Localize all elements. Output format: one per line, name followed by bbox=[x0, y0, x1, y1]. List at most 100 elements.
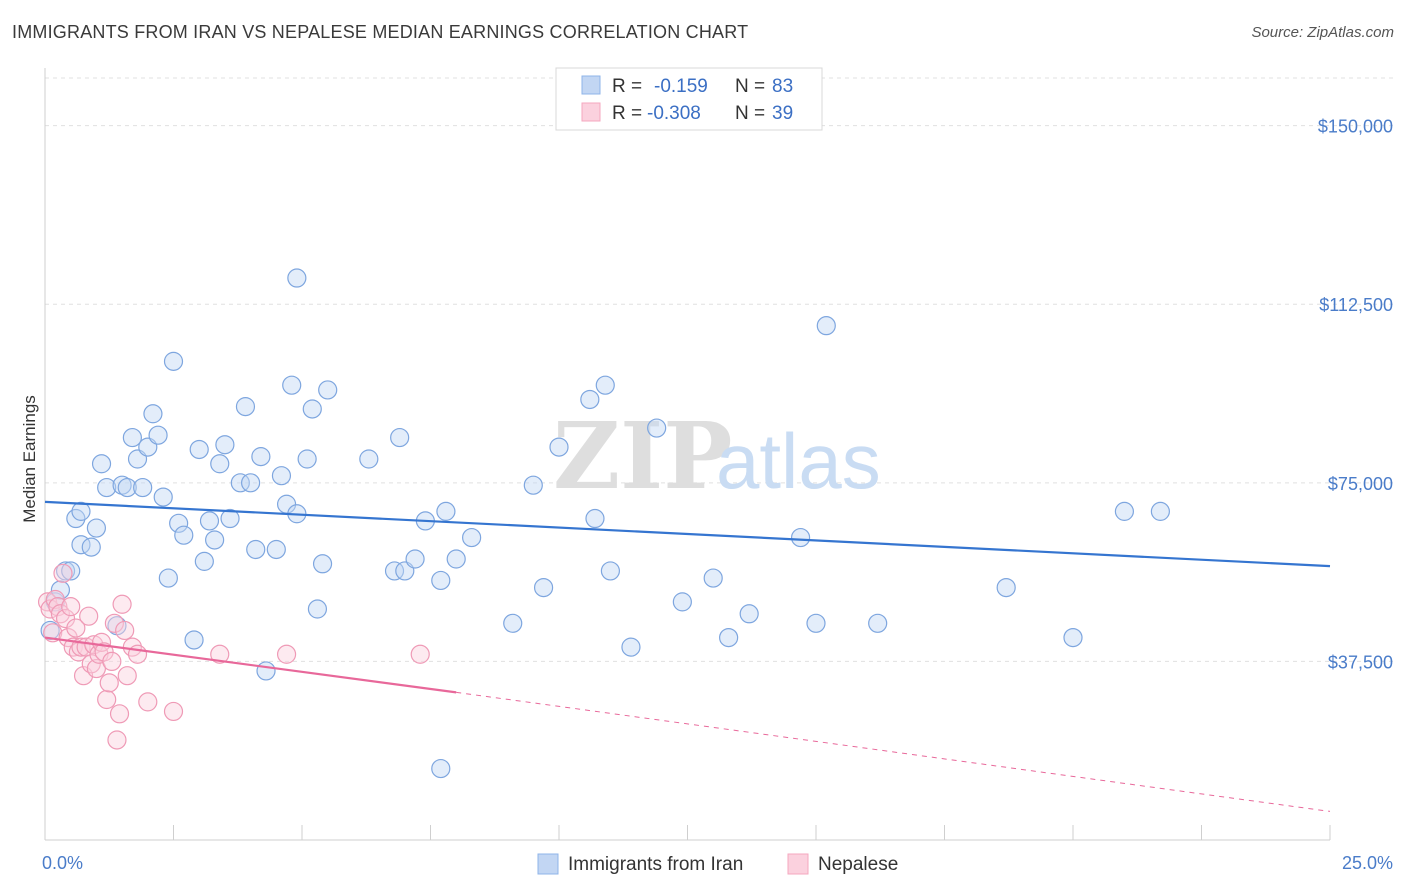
nepalese-point-23 bbox=[97, 689, 117, 710]
iran-point-15 bbox=[122, 427, 142, 448]
iran-point-71 bbox=[703, 568, 723, 588]
y-tick-label-0: $37,500 bbox=[1328, 652, 1393, 672]
iran-point-61 bbox=[523, 475, 543, 495]
nepalese-point-22 bbox=[94, 642, 114, 662]
iran-point-81 bbox=[1150, 501, 1170, 521]
bottom-legend-nepalese: Nepalese bbox=[818, 854, 898, 875]
iran-point-69 bbox=[647, 418, 667, 438]
iran-point-19 bbox=[143, 404, 163, 424]
x-tick-label-1: 25.0% bbox=[1342, 853, 1393, 873]
iran-point-26 bbox=[184, 630, 204, 650]
watermark: ZIP atlas bbox=[553, 402, 881, 510]
iran-point-34 bbox=[230, 473, 250, 493]
iran-point-58 bbox=[446, 549, 466, 569]
iran-point-76 bbox=[816, 316, 836, 336]
iran-point-52 bbox=[390, 427, 410, 448]
nepalese-point-7 bbox=[55, 608, 76, 629]
nepalese-point-33 bbox=[127, 644, 148, 664]
legend-r-label-1: R = bbox=[612, 76, 642, 97]
iran-point-68 bbox=[621, 637, 641, 657]
nepalese-point-6 bbox=[53, 563, 73, 583]
legend-swatch-iran bbox=[581, 75, 601, 95]
legend-box: R = -0.159 N = 83 R = -0.308 N = 39 bbox=[555, 67, 823, 131]
nepalese-point-36 bbox=[210, 644, 230, 664]
bottom-legend-iran: Immigrants from Iran bbox=[568, 854, 743, 875]
iran-point-11 bbox=[97, 477, 117, 498]
iran-point-14 bbox=[117, 477, 137, 498]
nepalese-point-0 bbox=[37, 592, 58, 612]
iran-point-80 bbox=[1114, 501, 1135, 521]
iran-point-83 bbox=[431, 758, 451, 779]
iran-point-33 bbox=[220, 508, 240, 529]
iran-point-27 bbox=[189, 439, 209, 460]
iran-point-66 bbox=[595, 375, 615, 395]
trend-line-nepalese-extension bbox=[456, 691, 1331, 812]
iran-point-32 bbox=[215, 435, 235, 455]
iran-point-74 bbox=[790, 527, 811, 548]
nepalese-point-27 bbox=[107, 730, 127, 750]
iran-point-21 bbox=[153, 487, 173, 507]
y-axis-label: Median Earnings bbox=[20, 395, 39, 523]
iran-point-29 bbox=[199, 511, 220, 531]
iran-point-25 bbox=[174, 525, 194, 545]
y-tick-label-2: $112,500 bbox=[1319, 295, 1393, 315]
iran-point-41 bbox=[271, 466, 292, 486]
nepalese-point-3 bbox=[45, 589, 65, 610]
nepalese-point-24 bbox=[99, 673, 119, 693]
iran-point-37 bbox=[246, 539, 266, 560]
iran-point-62 bbox=[533, 577, 554, 598]
iran-point-22 bbox=[158, 568, 178, 588]
iran-point-79 bbox=[1063, 627, 1083, 648]
iran-point-2 bbox=[50, 580, 71, 600]
iran-point-38 bbox=[251, 447, 271, 467]
nepalese-point-34 bbox=[138, 692, 158, 712]
bottom-legend-swatch-nepalese bbox=[787, 853, 809, 875]
nepalese-point-35 bbox=[163, 701, 184, 722]
bottom-legend-swatch-iran bbox=[537, 853, 559, 875]
iran-point-63 bbox=[549, 437, 569, 457]
nepalese-point-11 bbox=[66, 618, 86, 638]
iran-point-36 bbox=[241, 473, 261, 493]
iran-point-10 bbox=[91, 454, 112, 474]
iran-point-77 bbox=[868, 613, 888, 633]
nepalese-point-16 bbox=[79, 606, 99, 626]
iran-point-35 bbox=[235, 397, 256, 417]
iran-point-50 bbox=[359, 449, 379, 469]
iran-point-39 bbox=[256, 661, 276, 681]
y-tick-label-1: $75,000 bbox=[1328, 474, 1393, 494]
iran-point-49 bbox=[318, 380, 338, 400]
source-label: Source: ZipAtlas.com bbox=[1251, 24, 1394, 41]
nepalese-point-38 bbox=[410, 644, 430, 664]
iran-point-30 bbox=[205, 530, 225, 550]
iran-point-9 bbox=[86, 518, 107, 538]
iran-point-0 bbox=[40, 620, 60, 641]
iran-point-72 bbox=[719, 627, 739, 648]
series-iran-points bbox=[40, 268, 1170, 779]
iran-point-59 bbox=[462, 527, 482, 548]
iran-point-48 bbox=[312, 554, 333, 574]
iran-point-64 bbox=[580, 389, 600, 410]
iran-point-4 bbox=[61, 561, 81, 581]
legend-r-value-2: -0.308 bbox=[647, 103, 701, 124]
iran-point-8 bbox=[81, 537, 101, 557]
nepalese-point-26 bbox=[104, 613, 124, 633]
iran-point-20 bbox=[148, 425, 168, 445]
iran-point-78 bbox=[996, 577, 1016, 598]
iran-point-17 bbox=[133, 477, 153, 498]
legend-n-label-2: N = bbox=[735, 103, 765, 124]
x-tick-labels: 0.0% 25.0% bbox=[42, 853, 1393, 873]
iran-point-45 bbox=[297, 449, 317, 469]
trend-line-iran bbox=[44, 500, 1331, 568]
trend-lines bbox=[44, 500, 1331, 812]
iran-point-13 bbox=[112, 475, 132, 495]
iran-point-82 bbox=[287, 268, 307, 288]
iran-point-28 bbox=[194, 551, 214, 571]
x-tick-label-0: 0.0% bbox=[42, 853, 83, 873]
y-tick-label-3: $150,000 bbox=[1318, 117, 1393, 137]
watermark-zip: ZIP bbox=[553, 402, 732, 510]
iran-point-3 bbox=[55, 561, 76, 581]
nepalese-point-37 bbox=[276, 644, 297, 664]
trend-line-nepalese bbox=[44, 636, 457, 694]
nepalese-point-31 bbox=[117, 666, 137, 686]
